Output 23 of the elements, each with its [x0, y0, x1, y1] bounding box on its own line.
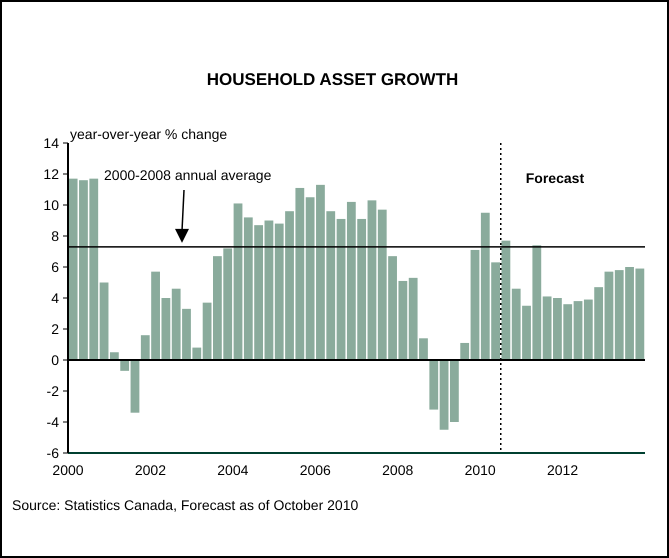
y-tick-label: 14 [43, 134, 60, 151]
source-note: Source: Statistics Canada, Forecast as of October 2010 [12, 497, 358, 513]
y-tick-label: 8 [51, 228, 60, 244]
y-tick-label: 12 [43, 166, 60, 182]
x-tick-label: 2000 [52, 462, 84, 478]
y-tick-label: 10 [43, 196, 60, 213]
y-tick-label: 6 [51, 258, 60, 275]
annotation: 2000-2008 annual average [104, 167, 272, 183]
y-axis-title: year-over-year % change [70, 126, 228, 142]
y-tick-label: 4 [51, 290, 60, 306]
x-tick-label: 2008 [382, 462, 414, 478]
chart-title: HOUSEHOLD ASSET GROWTH [206, 70, 458, 89]
y-tick-label: 2 [51, 320, 60, 337]
y-tick-label: -4 [46, 414, 60, 430]
y-tick-label: -2 [46, 382, 60, 399]
x-tick-label: 2012 [546, 462, 578, 478]
y-tick-label: -6 [46, 444, 60, 461]
annotation: Forecast [526, 170, 584, 186]
x-tick-label: 2004 [217, 462, 249, 478]
x-tick-label: 2010 [464, 462, 496, 478]
x-tick-label: 2006 [300, 462, 332, 478]
y-tick-label: 0 [51, 352, 60, 368]
x-tick-label: 2002 [134, 462, 166, 478]
